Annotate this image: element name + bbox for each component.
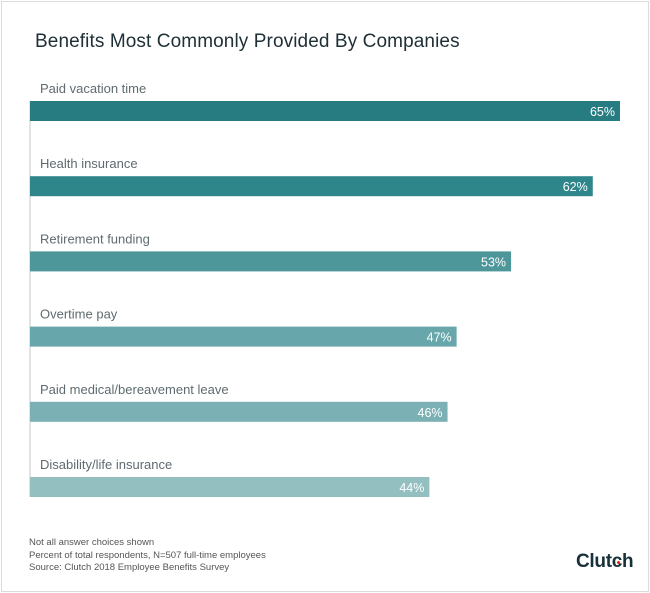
bar: [30, 401, 448, 422]
bar: [30, 326, 457, 347]
footnote: Source: Clutch 2018 Employee Benefits Su…: [29, 562, 230, 573]
category-label: Paid medical/bereavement leave: [40, 382, 229, 397]
clutch-logo: Clutch: [576, 551, 634, 573]
bar: [30, 251, 512, 272]
category-label: Health insurance: [40, 156, 138, 171]
logo-text: Clutch: [576, 551, 634, 572]
category-label: Overtime pay: [40, 307, 118, 322]
category-label: Paid vacation time: [40, 81, 146, 96]
chart-title: Benefits Most Commonly Provided By Compa…: [35, 31, 460, 52]
footnote: Percent of total respondents, N=507 full…: [29, 549, 266, 561]
value-label: 65%: [590, 105, 615, 119]
bar: [30, 176, 593, 197]
value-label: 53%: [481, 255, 506, 269]
bar: [30, 477, 430, 497]
value-label: 44%: [399, 481, 424, 495]
footnotes: Not all answer choices shown Percent of …: [29, 537, 266, 575]
category-label: Disability/life insurance: [40, 457, 172, 472]
value-label: 46%: [418, 406, 443, 420]
value-label: 62%: [563, 180, 588, 194]
category-label: Retirement funding: [40, 231, 150, 246]
bar: [30, 101, 620, 121]
footnote: Not all answer choices shown: [29, 537, 155, 548]
logo-dot: [617, 561, 620, 564]
value-label: 47%: [427, 331, 452, 345]
